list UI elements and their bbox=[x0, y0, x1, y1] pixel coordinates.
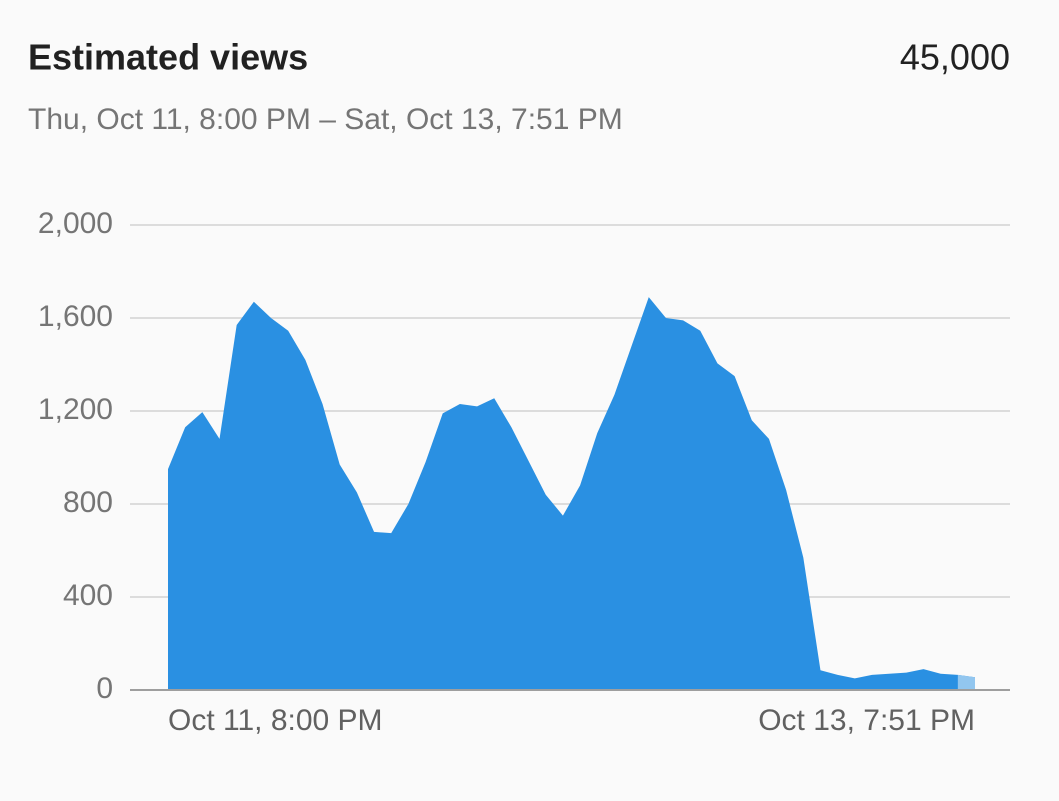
x-tick-label: Oct 13, 7:51 PM bbox=[758, 704, 975, 737]
views-area bbox=[168, 297, 975, 690]
date-range: Thu, Oct 11, 8:00 PM – Sat, Oct 13, 7:51… bbox=[28, 103, 623, 136]
x-tick-label: Oct 11, 8:00 PM bbox=[168, 704, 383, 737]
y-tick-label: 400 bbox=[63, 579, 113, 612]
y-tick-label: 1,600 bbox=[38, 300, 113, 333]
y-tick-label: 2,000 bbox=[38, 207, 113, 240]
total-views: 45,000 bbox=[900, 37, 1010, 78]
y-tick-label: 1,200 bbox=[38, 393, 113, 426]
y-tick-label: 0 bbox=[96, 672, 113, 705]
card-title: Estimated views bbox=[28, 37, 308, 78]
y-tick-label: 800 bbox=[63, 486, 113, 519]
partial-period-area bbox=[957, 674, 975, 690]
